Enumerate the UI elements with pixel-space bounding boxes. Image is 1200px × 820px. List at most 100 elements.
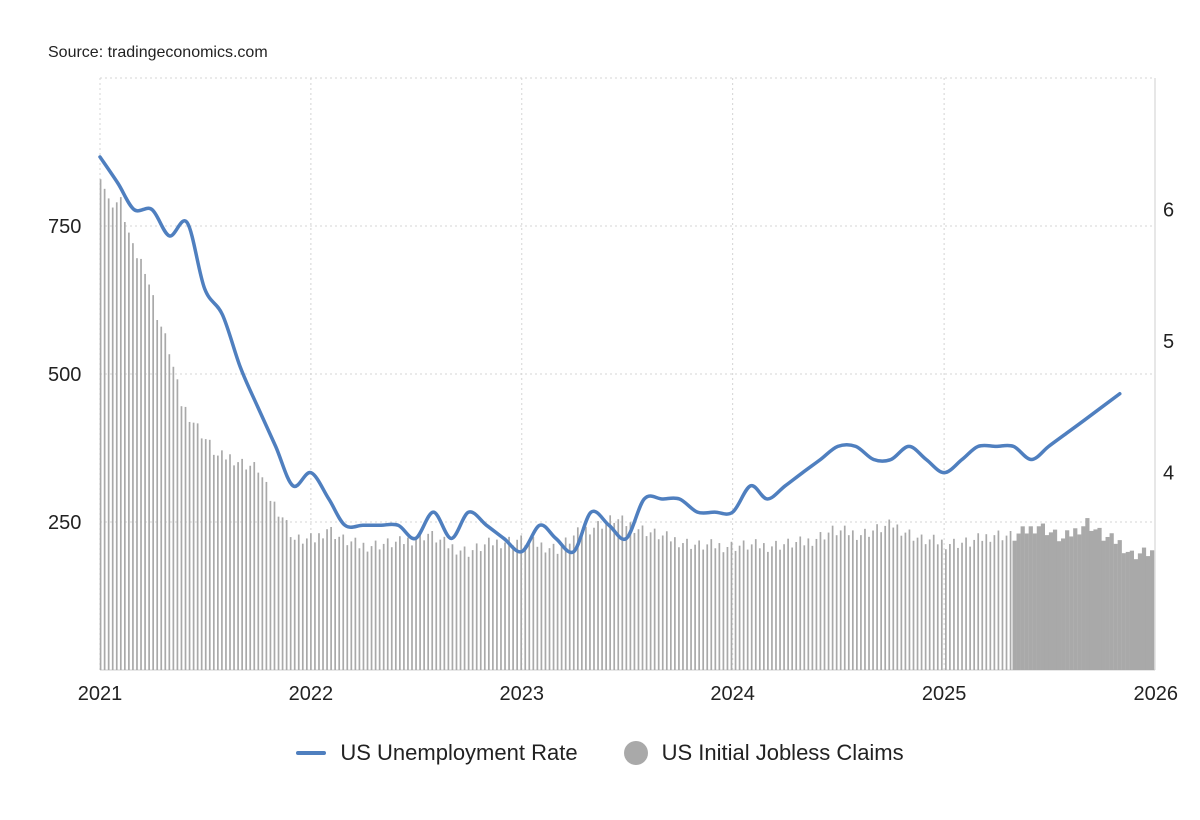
claims-bar	[1065, 530, 1070, 670]
legend-item-jobless-claims[interactable]: US Initial Jobless Claims	[623, 740, 904, 766]
claims-bar	[556, 553, 559, 670]
claims-bar	[431, 530, 434, 670]
claims-bar	[152, 295, 155, 670]
claims-bar	[508, 536, 510, 670]
claims-bar	[301, 543, 304, 670]
claims-bar	[330, 526, 332, 670]
claims-bar	[512, 545, 514, 670]
claims-bar	[111, 207, 114, 670]
claims-bar	[1145, 556, 1151, 670]
claims-bar	[589, 534, 591, 670]
claims-bar	[649, 532, 652, 670]
claims-bar	[742, 540, 745, 670]
claims-bar	[479, 551, 482, 670]
claims-bar	[803, 545, 806, 670]
claims-bar	[524, 545, 527, 670]
claims-bar	[1133, 559, 1139, 670]
claims-bar	[843, 525, 846, 670]
claims-bar	[1141, 547, 1147, 670]
claims-bar	[694, 544, 696, 670]
claims-bar	[629, 522, 632, 670]
claims-bar	[326, 529, 328, 670]
claims-bar	[196, 423, 199, 670]
claims-bar	[459, 550, 462, 670]
claims-bar	[342, 534, 345, 670]
claims-bar	[722, 552, 725, 670]
claims-bar	[160, 326, 163, 670]
claims-bar	[1012, 540, 1017, 670]
claims-bar	[520, 535, 523, 670]
claims-bar	[819, 532, 822, 670]
claims-bar	[872, 530, 874, 670]
claims-bar	[661, 535, 664, 670]
claims-bar	[552, 543, 555, 670]
claims-bar	[605, 522, 607, 670]
claims-bar	[682, 543, 684, 670]
claims-bar	[847, 535, 850, 670]
claims-bar	[1009, 530, 1012, 670]
claims-bar	[1089, 530, 1094, 670]
claims-bar	[564, 537, 567, 670]
claims-bar	[204, 439, 207, 670]
claims-bar	[536, 546, 539, 670]
claims-bar	[686, 538, 688, 670]
claims-bar	[593, 527, 595, 670]
claims-bar	[225, 459, 227, 670]
claims-bar	[581, 533, 583, 670]
x-tick-label: 2025	[922, 683, 967, 705]
claims-bar	[500, 548, 502, 670]
claims-bar	[334, 539, 337, 670]
claims-bar	[981, 540, 984, 670]
claims-bar	[277, 516, 280, 670]
claims-bar	[374, 540, 377, 670]
claims-bar	[200, 438, 203, 670]
claims-bar	[568, 543, 571, 670]
claims-bar	[674, 537, 676, 670]
legend-item-unemployment-rate[interactable]: US Unemployment Rate	[296, 740, 578, 766]
claims-bar	[164, 333, 167, 670]
claims-bar	[310, 533, 312, 670]
claims-bar	[318, 533, 320, 670]
claims-bar	[1097, 527, 1102, 670]
claims-bar	[771, 546, 773, 670]
claims-bar	[1081, 526, 1086, 670]
claims-bar	[180, 406, 183, 670]
unemployment-rate-line-group	[98, 155, 1122, 555]
claims-bar	[932, 534, 935, 670]
claims-bar	[953, 538, 955, 670]
claims-bar	[795, 542, 798, 670]
claims-bar	[880, 532, 882, 670]
claims-bar	[212, 454, 215, 670]
claims-bar	[265, 481, 268, 670]
claims-bar	[892, 527, 895, 670]
claims-bar	[985, 534, 988, 670]
claims-bar	[1005, 535, 1008, 670]
claims-bar	[726, 546, 729, 670]
claims-bar	[669, 541, 672, 670]
claims-bar	[423, 540, 425, 670]
axes: 250 500 750 4 5 6 2021 2022 2023 2024 2025 2026	[48, 200, 1178, 705]
grid	[99, 77, 1156, 671]
claims-bar	[386, 538, 389, 670]
claims-bar	[775, 540, 777, 670]
claims-bar	[1020, 526, 1025, 670]
claims-bar	[827, 532, 830, 670]
claims-bar	[560, 545, 563, 670]
claims-bar	[912, 540, 915, 670]
claims-bar	[617, 519, 620, 670]
claims-bar	[221, 450, 223, 670]
claims-bar	[936, 544, 939, 670]
claims-bar	[322, 538, 324, 670]
claims-bar	[390, 547, 393, 670]
claims-bar	[940, 539, 943, 670]
claims-bar	[763, 543, 765, 670]
claims-bar	[172, 366, 175, 670]
claims-bar	[973, 539, 976, 670]
claims-bar	[394, 541, 397, 670]
claims-bar	[1101, 540, 1106, 670]
claims-bar	[217, 455, 219, 670]
claims-bar	[831, 525, 834, 670]
claims-bar	[1093, 529, 1098, 670]
claims-bar	[807, 538, 810, 670]
claims-bar	[957, 547, 959, 670]
